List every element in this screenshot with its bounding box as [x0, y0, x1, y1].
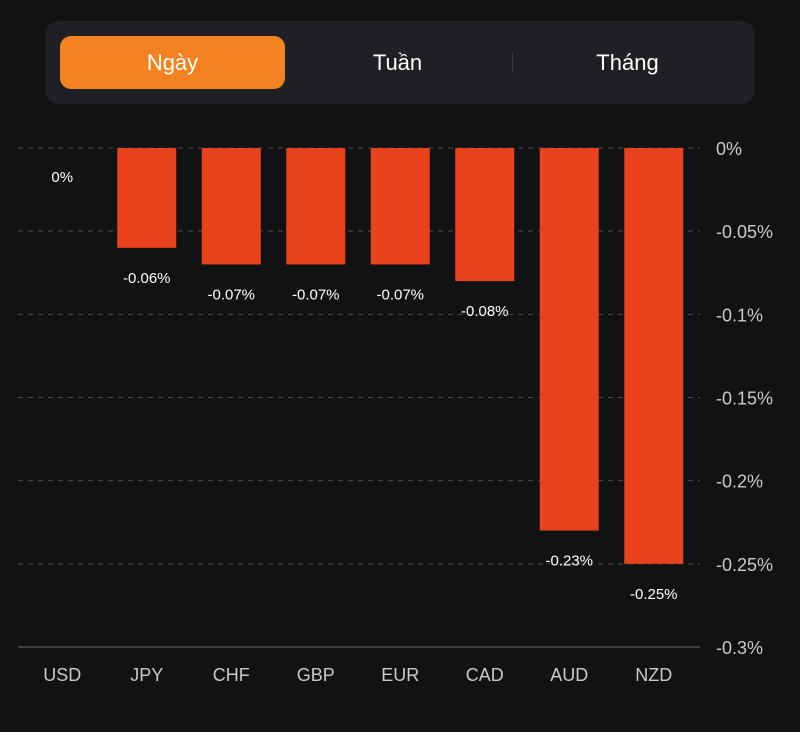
tab-day[interactable]: Ngày — [60, 36, 285, 89]
x-tick-label: EUR — [381, 665, 419, 685]
bar-nzd — [624, 148, 684, 564]
y-tick-label: -0.05% — [716, 222, 773, 242]
x-tick-label: CAD — [466, 665, 504, 685]
x-tick-label: NZD — [635, 665, 672, 685]
period-segmented-control: Ngày Tuần Tháng — [45, 21, 755, 104]
x-tick-label: JPY — [130, 665, 163, 685]
y-tick-label: 0% — [716, 139, 742, 159]
bar-aud — [539, 148, 599, 531]
tab-divider — [512, 53, 513, 73]
bar-gbp — [286, 148, 346, 265]
x-tick-label: GBP — [297, 665, 335, 685]
data-label: -0.07% — [207, 286, 255, 303]
bar-chf — [201, 148, 261, 265]
y-tick-label: -0.25% — [716, 555, 773, 575]
y-tick-label: -0.2% — [716, 472, 763, 492]
data-label: -0.07% — [292, 286, 340, 303]
y-tick-label: -0.1% — [716, 305, 763, 325]
y-tick-label: -0.15% — [716, 389, 773, 409]
bar-cad — [455, 148, 515, 282]
data-label: -0.08% — [461, 303, 509, 320]
data-label: -0.25% — [630, 586, 678, 603]
data-label: -0.06% — [123, 270, 171, 287]
y-tick-label: -0.3% — [716, 638, 763, 658]
x-tick-label: AUD — [550, 665, 588, 685]
bar-eur — [370, 148, 430, 265]
data-label: -0.23% — [545, 553, 593, 570]
bar-jpy — [117, 148, 177, 248]
tab-week[interactable]: Tuần — [372, 49, 423, 75]
data-label: -0.07% — [376, 286, 424, 303]
x-tick-label: USD — [43, 665, 81, 685]
x-tick-label: CHF — [213, 665, 250, 685]
data-label: 0% — [51, 169, 73, 186]
tab-month[interactable]: Tháng — [596, 49, 659, 75]
